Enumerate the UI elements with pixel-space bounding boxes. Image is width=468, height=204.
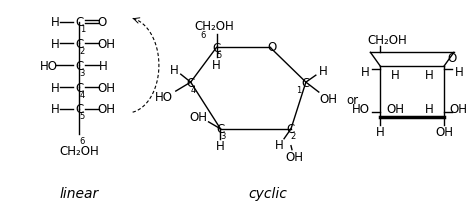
Text: H: H [51, 38, 60, 51]
Text: H: H [169, 63, 178, 76]
Text: OH: OH [386, 103, 404, 116]
Text: C: C [187, 76, 195, 89]
Text: CH₂OH: CH₂OH [367, 34, 407, 47]
Text: 5: 5 [217, 51, 222, 60]
Text: CH₂OH: CH₂OH [59, 144, 99, 157]
Text: C: C [287, 123, 295, 136]
Text: OH: OH [97, 38, 115, 51]
Text: C: C [75, 103, 84, 116]
Text: H: H [216, 140, 225, 152]
Text: OH: OH [320, 92, 338, 105]
Text: H: H [99, 59, 108, 72]
Text: C: C [212, 42, 220, 55]
Text: OH: OH [97, 103, 115, 116]
Text: 2: 2 [290, 132, 296, 141]
Text: H: H [424, 103, 433, 116]
Text: O: O [268, 41, 277, 54]
Text: C: C [75, 38, 84, 51]
Text: 2: 2 [80, 47, 85, 55]
Text: H: H [212, 59, 221, 71]
Text: H: H [391, 68, 400, 81]
Text: CH₂OH: CH₂OH [195, 20, 234, 33]
Text: H: H [454, 65, 463, 78]
Text: 5: 5 [80, 112, 85, 121]
Text: H: H [376, 126, 385, 139]
Text: H: H [318, 64, 327, 77]
Text: H: H [51, 81, 60, 94]
Text: 4: 4 [191, 85, 196, 94]
Text: OH: OH [97, 81, 115, 94]
Text: C: C [75, 59, 84, 72]
Text: C: C [75, 81, 84, 94]
Text: OH: OH [190, 111, 208, 124]
Text: OH: OH [285, 150, 303, 163]
Text: H: H [51, 16, 60, 29]
Text: 4: 4 [80, 90, 85, 99]
Text: 1: 1 [296, 85, 301, 94]
Text: O: O [447, 52, 456, 64]
Text: HO: HO [155, 90, 173, 103]
Text: C: C [302, 76, 310, 89]
Text: 3: 3 [80, 68, 85, 77]
Text: or: or [346, 93, 358, 106]
Text: H: H [275, 139, 284, 151]
Text: HO: HO [40, 59, 58, 72]
Text: 6: 6 [200, 31, 205, 40]
Text: 3: 3 [221, 132, 226, 141]
Text: 6: 6 [80, 136, 85, 145]
Text: 1: 1 [80, 25, 85, 34]
Text: linear: linear [60, 186, 99, 200]
Text: OH: OH [450, 103, 468, 116]
Text: H: H [424, 68, 433, 81]
Text: H: H [361, 65, 370, 78]
Text: O: O [98, 16, 107, 29]
Text: OH: OH [435, 126, 453, 139]
Text: C: C [75, 16, 84, 29]
Text: HO: HO [351, 103, 370, 116]
Text: C: C [216, 123, 225, 136]
Text: H: H [51, 103, 60, 116]
Text: cyclic: cyclic [249, 186, 287, 200]
